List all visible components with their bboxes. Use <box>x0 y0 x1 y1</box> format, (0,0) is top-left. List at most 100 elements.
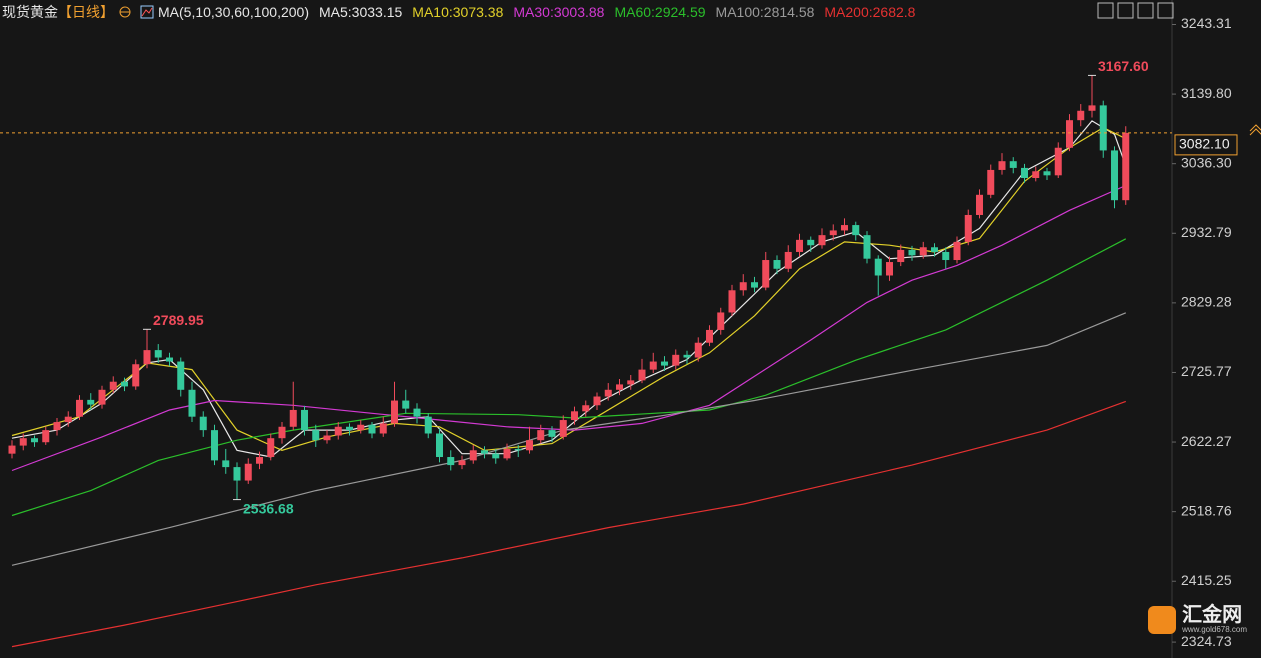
y-tick-label: 3243.31 <box>1181 15 1232 31</box>
candle-body <box>469 450 477 461</box>
candle-body <box>931 247 938 252</box>
candle-body <box>796 239 803 252</box>
last-price-box <box>1174 134 1238 156</box>
candle-body <box>98 389 106 405</box>
candle-body <box>559 420 567 437</box>
ma-line <box>11 400 1127 648</box>
candle-body <box>222 460 230 468</box>
candle-body <box>953 241 961 261</box>
candle-body <box>751 282 758 288</box>
toolbar[interactable] <box>1097 2 1174 19</box>
candle-body <box>728 290 736 313</box>
candle-body <box>31 438 38 443</box>
candle-body <box>492 453 500 459</box>
candle-body <box>616 384 623 390</box>
indicator-icon <box>140 5 154 19</box>
candle-body <box>278 426 286 439</box>
tool-button[interactable] <box>1137 2 1154 19</box>
header: 现货黄金 【日线】 MA(5,10,30,60,100,200) MA5:303… <box>2 3 925 21</box>
annotation: 2789.95 <box>153 312 204 328</box>
candle-body <box>987 169 995 195</box>
candle-body <box>548 430 556 437</box>
y-tick-label: 3036.30 <box>1181 154 1232 170</box>
legend-entry: MA60:2924.59 <box>614 4 706 20</box>
candle-body <box>1021 167 1028 178</box>
legend-entry: MA100:2814.58 <box>715 4 815 20</box>
watermark-name: 汇金网 <box>1182 604 1243 626</box>
candle-body <box>177 361 185 390</box>
candle-body <box>908 249 916 256</box>
candle-body <box>886 262 893 276</box>
candle-body <box>368 424 376 434</box>
candle-body <box>357 424 365 431</box>
y-tick-label: 2324.73 <box>1181 633 1232 649</box>
candle-body <box>42 430 50 443</box>
candle-body <box>109 381 117 390</box>
candle-body <box>413 408 421 417</box>
candle-body <box>964 214 972 242</box>
candle-body <box>818 235 826 246</box>
candle-body <box>256 457 263 464</box>
ma-line <box>11 184 1127 472</box>
candle-body <box>919 247 927 256</box>
tool-button[interactable] <box>1097 2 1114 19</box>
candle-body <box>998 161 1006 170</box>
candle-body <box>424 416 432 434</box>
settings-icon[interactable] <box>118 5 132 19</box>
candle-body <box>323 435 331 441</box>
candle-body <box>503 448 511 459</box>
candle-body <box>694 342 702 358</box>
watermark: 汇金网 www.gold678.com <box>1148 605 1247 634</box>
candle-body <box>458 460 466 466</box>
candle-body <box>87 399 95 405</box>
candle-body <box>976 194 983 215</box>
candle-body <box>391 400 398 424</box>
candle-body <box>1054 147 1062 176</box>
candle-body <box>1077 110 1085 121</box>
candle-body <box>841 225 848 231</box>
tool-button[interactable] <box>1117 2 1134 19</box>
candle-body <box>64 416 72 423</box>
ma-line <box>11 120 1127 458</box>
candle-body <box>334 426 342 436</box>
watermark-logo <box>1148 605 1177 634</box>
y-tick-label: 2829.28 <box>1181 294 1232 310</box>
candle-body <box>1043 171 1051 176</box>
candle-body <box>19 438 27 446</box>
candle-body <box>447 457 455 466</box>
legend-entry: MA5:3033.15 <box>319 4 403 20</box>
candle-body <box>132 364 140 387</box>
candle-body <box>1111 150 1118 201</box>
candle-body <box>8 445 16 454</box>
annotation: 2536.68 <box>243 500 294 516</box>
candle-body <box>852 225 860 236</box>
indicator: MA(5,10,30,60,100,200) <box>158 4 309 20</box>
candle-body <box>301 409 308 431</box>
candle-body <box>76 399 83 417</box>
tool-button[interactable] <box>1157 2 1174 19</box>
y-tick-label: 2622.27 <box>1181 433 1232 449</box>
annotation: 3167.60 <box>1098 58 1149 74</box>
title: 现货黄金 <box>2 4 58 20</box>
candle-body <box>526 440 533 451</box>
candle-body <box>874 258 882 276</box>
candle-body <box>1088 105 1096 111</box>
candle-body <box>1099 105 1107 151</box>
ma-line <box>11 238 1127 517</box>
candle-body <box>1032 171 1040 178</box>
candle-body <box>661 361 668 366</box>
candle-body <box>897 249 905 263</box>
candle-body <box>683 354 691 358</box>
candle-body <box>829 230 837 236</box>
candle-body <box>604 389 612 397</box>
y-tick-label: 2725.77 <box>1181 363 1232 379</box>
ma-line <box>11 126 1127 451</box>
candle-body <box>121 381 128 387</box>
candle-body <box>267 438 275 458</box>
y-tick-label: 2415.25 <box>1181 572 1232 588</box>
candle-body <box>638 369 646 381</box>
candle-body <box>593 396 601 406</box>
candle-body <box>289 409 297 427</box>
